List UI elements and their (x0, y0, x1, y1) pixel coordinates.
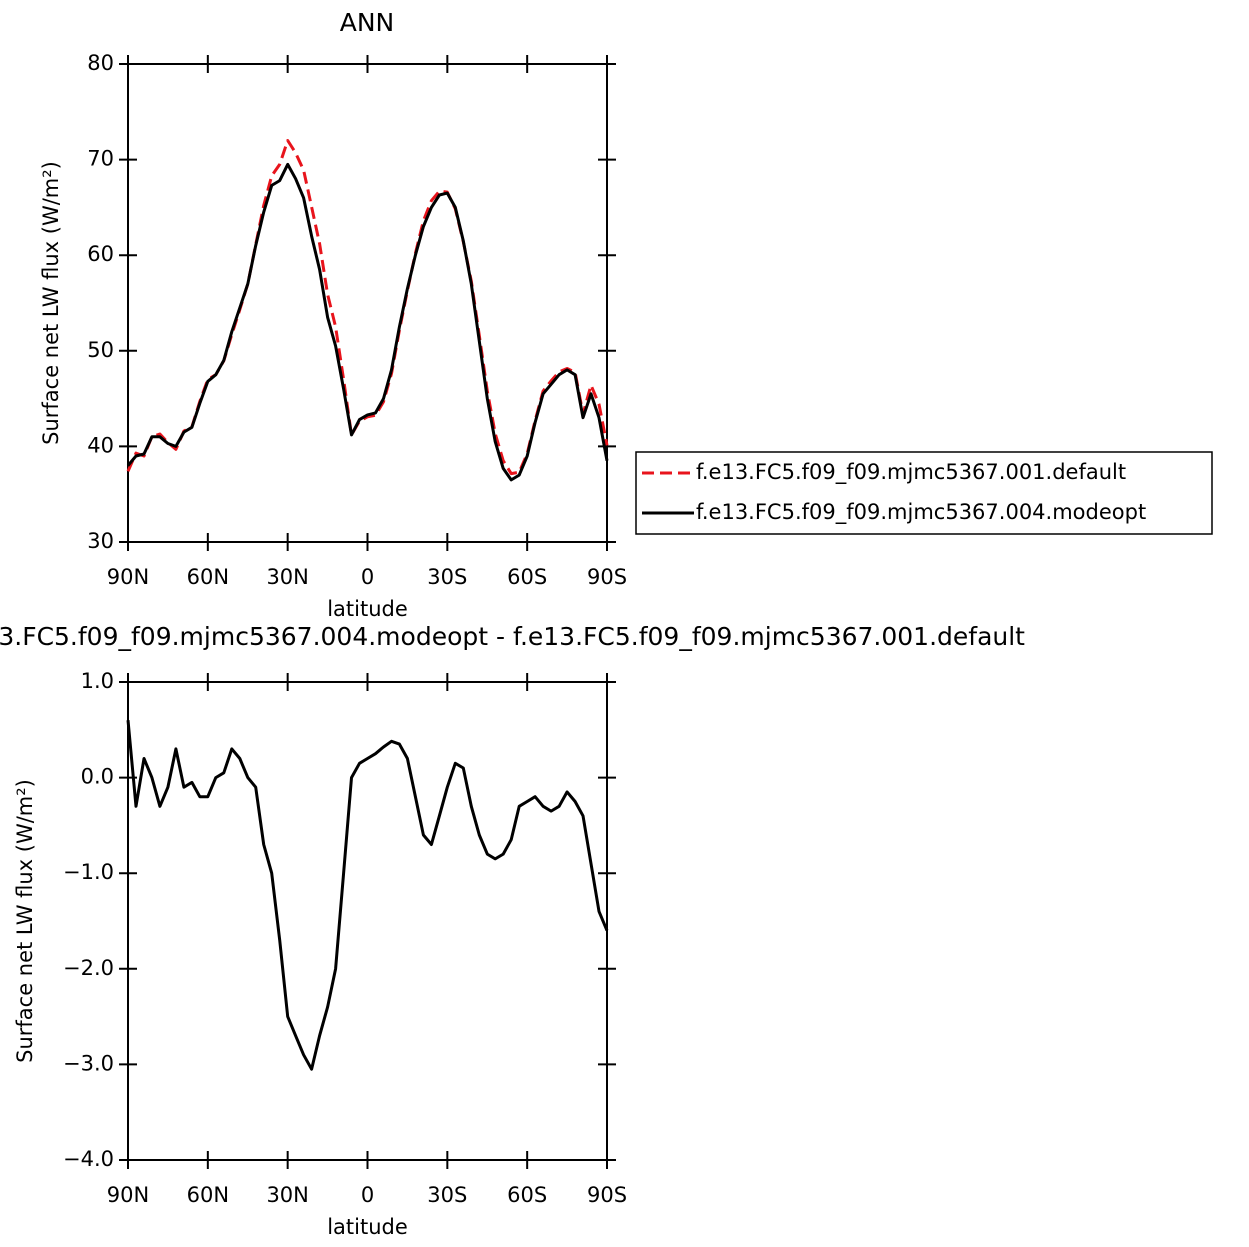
y-axis-label: Surface net LW flux (W/m²) (39, 161, 63, 445)
x-tick-label: 60S (507, 565, 547, 589)
x-axis-label: latitude (327, 1215, 408, 1239)
x-tick-label: 30S (427, 565, 467, 589)
y-tick-label: 30 (87, 529, 114, 553)
plot-frame (127, 63, 608, 543)
y-tick-label: 0.0 (81, 765, 114, 789)
x-tick-label: 90N (107, 565, 149, 589)
x-tick-label: 0 (361, 1183, 374, 1207)
x-tick-label: 90N (107, 1183, 149, 1207)
x-tick-label: 60N (187, 1183, 229, 1207)
y-tick-label: −2.0 (63, 956, 114, 980)
x-tick-label: 90S (587, 1183, 627, 1207)
x-tick-label: 30N (266, 565, 308, 589)
y-tick-label: 60 (87, 242, 114, 266)
y-tick-label: −3.0 (63, 1051, 114, 1075)
x-tick-label: 90S (587, 565, 627, 589)
x-tick-label: 0 (361, 565, 374, 589)
y-tick-label: 80 (87, 51, 114, 75)
legend-label: f.e13.FC5.f09_f09.mjmc5367.001.default (696, 460, 1126, 485)
x-tick-label: 60N (187, 565, 229, 589)
x-tick-label: 30N (266, 1183, 308, 1207)
x-axis-label: latitude (327, 597, 408, 621)
y-tick-label: 1.0 (81, 669, 114, 693)
legend-label: f.e13.FC5.f09_f09.mjmc5367.004.modeopt (696, 500, 1146, 525)
data-line (126, 162, 609, 482)
chart-title: ANN (340, 8, 395, 37)
x-tick-label: 30S (427, 1183, 467, 1207)
legend-box (635, 451, 1213, 535)
data-line (126, 720, 609, 1071)
y-axis-label: Surface net LW flux (W/m²) (13, 779, 37, 1063)
y-tick-label: −1.0 (63, 860, 114, 884)
data-line (126, 139, 609, 476)
x-tick-label: 60S (507, 1183, 547, 1207)
chart-title: f.e13.FC5.f09_f09.mjmc5367.004.modeopt -… (0, 622, 1025, 651)
y-tick-label: 70 (87, 147, 114, 171)
y-tick-label: 40 (87, 433, 114, 457)
y-tick-label: −4.0 (63, 1147, 114, 1171)
plot-frame (127, 681, 608, 1161)
y-tick-label: 50 (87, 338, 114, 362)
